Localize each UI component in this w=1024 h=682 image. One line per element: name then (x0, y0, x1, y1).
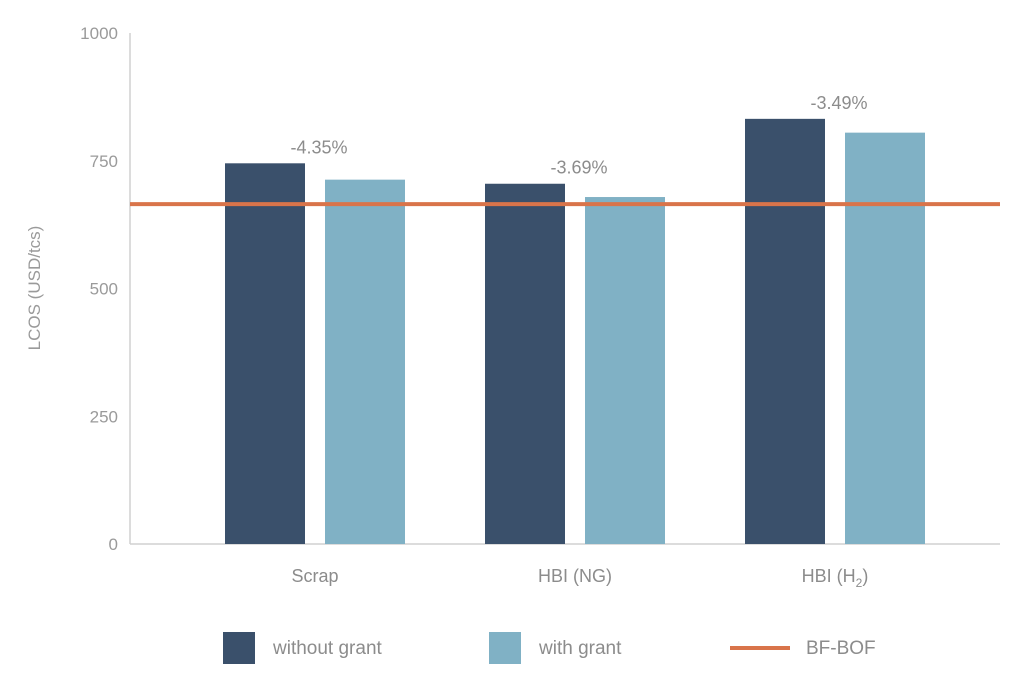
bar-with-grant (585, 197, 665, 544)
category-label-hbi-h2: HBI (H2) (802, 566, 869, 590)
category-label-tail: ) (862, 566, 868, 586)
annotations: -4.35% -3.69% -3.49% (290, 93, 867, 178)
category-label: Scrap (291, 566, 338, 586)
bar-with-grant (325, 179, 405, 545)
y-tick-labels: 0 250 500 750 1000 (80, 24, 118, 554)
legend: without grant with grant BF-BOF (223, 632, 876, 664)
category-label-main: HBI (H (802, 566, 856, 586)
y-tick-label: 750 (90, 152, 118, 171)
y-tick-label: 500 (90, 280, 118, 299)
percent-change-label: -3.49% (810, 93, 867, 113)
bar-without-grant (485, 183, 565, 544)
percent-change-label: -3.69% (550, 158, 607, 178)
bar-without-grant (225, 163, 305, 544)
y-tick-label: 0 (109, 535, 118, 554)
bar-with-grant (845, 132, 925, 544)
legend-swatch-with-grant (489, 632, 521, 664)
percent-change-label: -4.35% (290, 137, 347, 157)
legend-swatch-without-grant (223, 632, 255, 664)
y-axis-title: LCOS (USD/tcs) (25, 226, 44, 351)
bars (225, 118, 925, 545)
category-label: HBI (NG) (538, 566, 612, 586)
legend-label-bf-bof: BF-BOF (806, 638, 876, 659)
category-label-subscript: 2 (856, 576, 863, 590)
bar-without-grant (745, 118, 825, 545)
y-tick-label: 250 (90, 407, 118, 426)
y-tick-label: 1000 (80, 24, 118, 43)
legend-label-without-grant: without grant (272, 638, 383, 659)
legend-label-with-grant: with grant (538, 638, 622, 659)
category-labels: Scrap HBI (NG) HBI (H2) (291, 566, 868, 590)
